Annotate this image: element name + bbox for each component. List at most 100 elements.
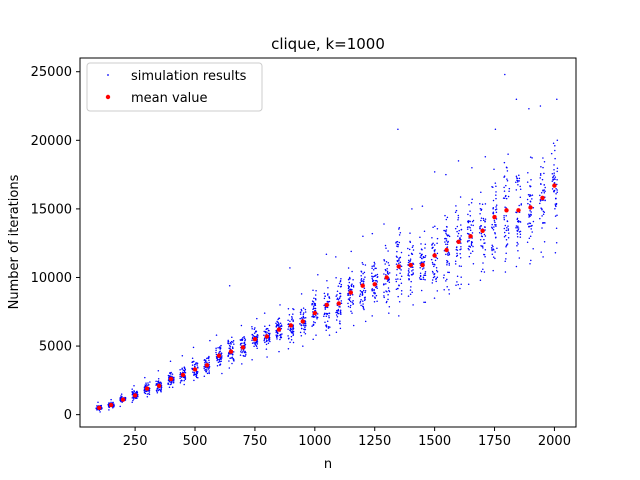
sim-point bbox=[503, 217, 505, 219]
sim-point bbox=[219, 361, 221, 363]
sim-point bbox=[542, 166, 544, 169]
sim-point bbox=[504, 271, 507, 273]
sim-point bbox=[398, 262, 400, 265]
sim-point bbox=[191, 367, 193, 370]
sim-point bbox=[121, 395, 123, 398]
sim-point bbox=[371, 289, 373, 292]
sim-point bbox=[469, 210, 471, 212]
sim-point bbox=[495, 236, 497, 239]
sim-point bbox=[145, 390, 148, 393]
sim-point bbox=[241, 351, 243, 354]
sim-point bbox=[208, 370, 210, 372]
sim-point bbox=[327, 286, 329, 289]
sim-point bbox=[443, 288, 445, 291]
sim-point bbox=[411, 246, 414, 248]
sim-point bbox=[275, 334, 277, 336]
sim-point bbox=[240, 349, 243, 351]
sim-point bbox=[542, 157, 544, 159]
sim-point bbox=[371, 279, 374, 281]
sim-point bbox=[179, 375, 181, 378]
sim-point bbox=[492, 269, 494, 272]
sim-point bbox=[469, 229, 472, 231]
sim-point bbox=[551, 180, 554, 182]
sim-point bbox=[539, 202, 541, 205]
sim-point bbox=[326, 313, 328, 316]
sim-point bbox=[371, 315, 373, 317]
sim-point bbox=[347, 289, 350, 292]
sim-point bbox=[395, 278, 397, 281]
sim-point bbox=[398, 226, 401, 229]
sim-point bbox=[347, 302, 349, 305]
sim-point bbox=[387, 273, 390, 275]
sim-point bbox=[112, 401, 114, 404]
sim-point bbox=[387, 298, 389, 301]
sim-point bbox=[494, 221, 496, 224]
sim-point bbox=[131, 397, 134, 399]
x-tick-label: 750 bbox=[243, 434, 268, 449]
sim-point bbox=[398, 228, 400, 230]
sim-point bbox=[371, 272, 373, 274]
sim-point bbox=[255, 344, 257, 346]
sim-point bbox=[300, 317, 303, 319]
sim-point bbox=[168, 386, 171, 388]
sim-point bbox=[479, 212, 481, 215]
sim-point bbox=[231, 336, 233, 339]
sim-point bbox=[528, 216, 530, 218]
y-tick-label: 0 bbox=[64, 408, 72, 423]
sim-point bbox=[552, 142, 555, 145]
sim-point bbox=[316, 313, 319, 315]
sim-point bbox=[374, 279, 377, 282]
sim-point bbox=[291, 317, 293, 319]
sim-point bbox=[173, 376, 175, 379]
sim-point bbox=[495, 197, 497, 200]
sim-point bbox=[457, 235, 459, 237]
sim-point bbox=[227, 354, 229, 357]
sim-point bbox=[529, 194, 531, 196]
sim-point bbox=[196, 366, 199, 368]
mean-point bbox=[288, 323, 294, 328]
sim-point bbox=[256, 317, 258, 320]
sim-point bbox=[396, 250, 398, 253]
sim-point bbox=[539, 174, 542, 176]
sim-point bbox=[542, 210, 545, 213]
sim-point bbox=[239, 339, 242, 341]
mean-point bbox=[192, 367, 198, 372]
sim-point bbox=[519, 188, 522, 191]
sim-point bbox=[364, 296, 366, 298]
sim-point bbox=[492, 256, 495, 258]
sim-point bbox=[410, 280, 412, 283]
sim-point bbox=[208, 355, 210, 358]
sim-point bbox=[208, 361, 210, 364]
sim-point bbox=[350, 250, 352, 253]
mean-point bbox=[108, 402, 114, 408]
sim-point bbox=[170, 371, 172, 374]
sim-point bbox=[281, 333, 283, 335]
sim-point bbox=[231, 356, 234, 358]
sim-point bbox=[519, 196, 522, 199]
sim-point bbox=[361, 294, 364, 296]
sim-point bbox=[314, 321, 316, 324]
sim-point bbox=[470, 224, 473, 226]
sim-point bbox=[556, 191, 558, 193]
mean-point bbox=[300, 319, 305, 324]
sim-point bbox=[411, 273, 413, 276]
sim-point bbox=[542, 256, 544, 258]
sim-point bbox=[421, 253, 423, 256]
sim-point bbox=[539, 177, 541, 179]
sim-point bbox=[384, 268, 387, 271]
sim-point bbox=[362, 282, 365, 284]
sim-point bbox=[251, 327, 253, 330]
sim-point bbox=[527, 223, 529, 225]
sim-point bbox=[143, 388, 146, 390]
sim-point bbox=[349, 306, 352, 309]
sim-point bbox=[553, 190, 555, 193]
sim-point bbox=[436, 242, 438, 245]
y-axis-label: Number of iterations bbox=[7, 174, 22, 309]
sim-point bbox=[323, 313, 326, 315]
sim-point bbox=[315, 298, 317, 301]
sim-point bbox=[388, 281, 391, 284]
sim-point bbox=[460, 229, 463, 231]
sim-point bbox=[518, 174, 520, 176]
sim-point bbox=[420, 243, 422, 245]
sim-point bbox=[351, 270, 353, 273]
